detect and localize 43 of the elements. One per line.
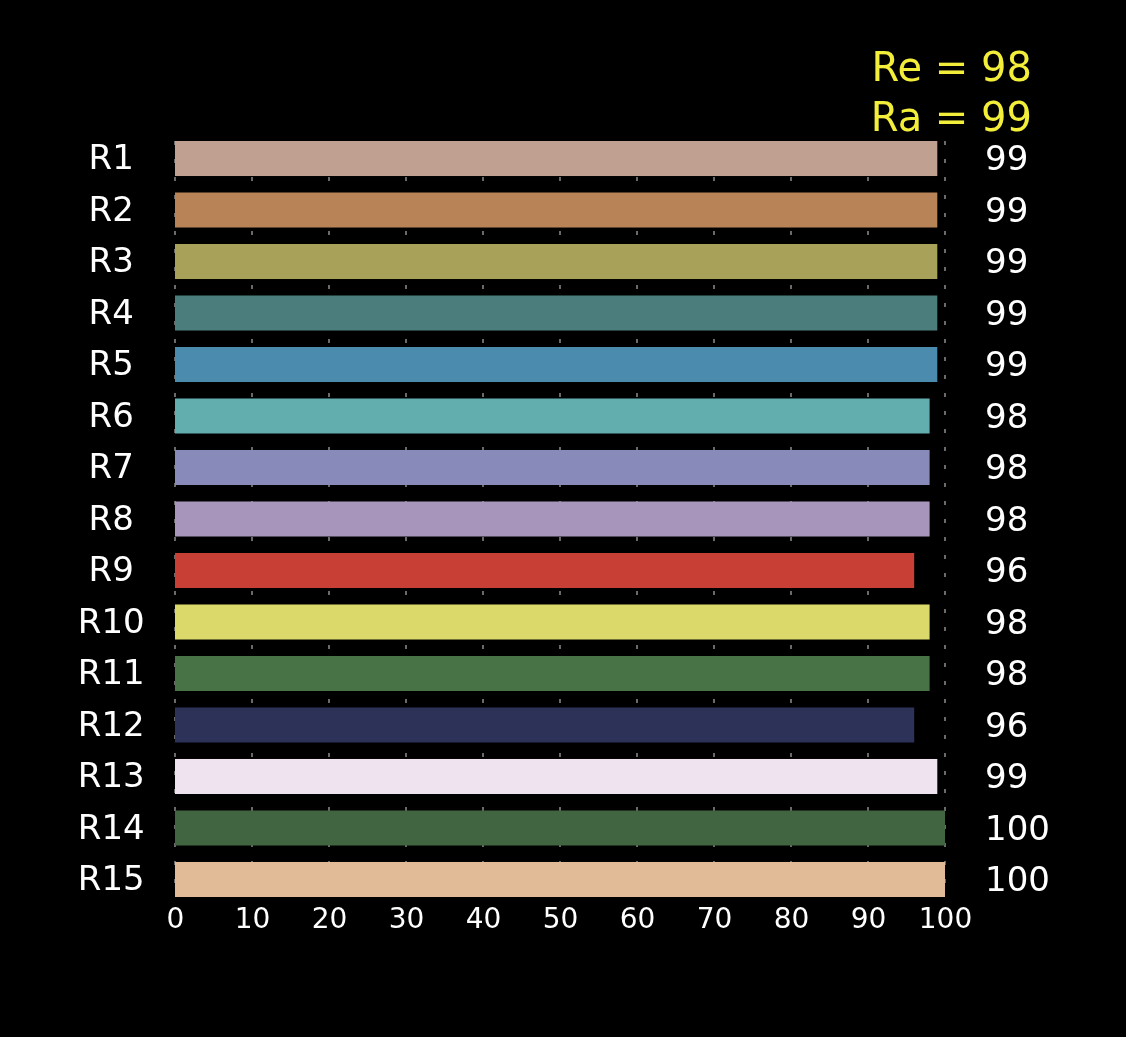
y-tick-label: R2 bbox=[88, 188, 134, 229]
x-tick-label: 0 bbox=[166, 902, 185, 935]
x-tick-label: 70 bbox=[696, 902, 733, 935]
data-label: 99 bbox=[985, 241, 1029, 282]
y-tick-label: R15 bbox=[77, 858, 145, 899]
x-tick-label: 100 bbox=[918, 902, 973, 935]
x-tick-label: 80 bbox=[773, 902, 810, 935]
y-tick-label: R13 bbox=[77, 755, 145, 796]
data-label: 98 bbox=[985, 601, 1029, 642]
data-label: 99 bbox=[985, 756, 1029, 797]
y-tick-label: R7 bbox=[88, 446, 134, 487]
data-label: 99 bbox=[985, 189, 1029, 230]
data-label: 99 bbox=[985, 344, 1029, 385]
y-tick-label: R3 bbox=[88, 240, 134, 281]
data-label: 100 bbox=[985, 859, 1050, 900]
data-label: 98 bbox=[985, 498, 1029, 539]
x-tick-label: 60 bbox=[619, 902, 656, 935]
x-tick-label: 50 bbox=[542, 902, 579, 935]
x-tick-label: 90 bbox=[850, 902, 887, 935]
data-label: 96 bbox=[985, 704, 1029, 745]
data-label: 98 bbox=[985, 395, 1029, 436]
y-tick-label: R14 bbox=[77, 806, 145, 847]
text: Ra = 99 bbox=[870, 94, 1032, 140]
y-tick-label: R5 bbox=[88, 343, 134, 384]
data-label: 98 bbox=[985, 447, 1029, 488]
y-tick-label: R8 bbox=[88, 497, 134, 538]
data-label: 99 bbox=[985, 292, 1029, 333]
x-tick-label: 40 bbox=[465, 902, 502, 935]
y-tick-label: R9 bbox=[88, 549, 134, 590]
y-tick-label: R4 bbox=[88, 291, 134, 332]
x-tick-label: 20 bbox=[311, 902, 348, 935]
y-tick-label: R10 bbox=[77, 600, 145, 641]
y-tick-label: R6 bbox=[88, 394, 134, 435]
y-tick-label: R1 bbox=[88, 137, 134, 178]
x-tick-label: 30 bbox=[388, 902, 425, 935]
data-label: 99 bbox=[985, 138, 1029, 179]
y-tick-label: R11 bbox=[77, 652, 145, 693]
x-tick-label: 10 bbox=[234, 902, 271, 935]
text: Re = 98 bbox=[871, 44, 1032, 90]
data-label: 96 bbox=[985, 550, 1029, 591]
data-label: 100 bbox=[985, 807, 1050, 848]
data-label: 98 bbox=[985, 653, 1029, 694]
y-tick-label: R12 bbox=[77, 703, 145, 744]
